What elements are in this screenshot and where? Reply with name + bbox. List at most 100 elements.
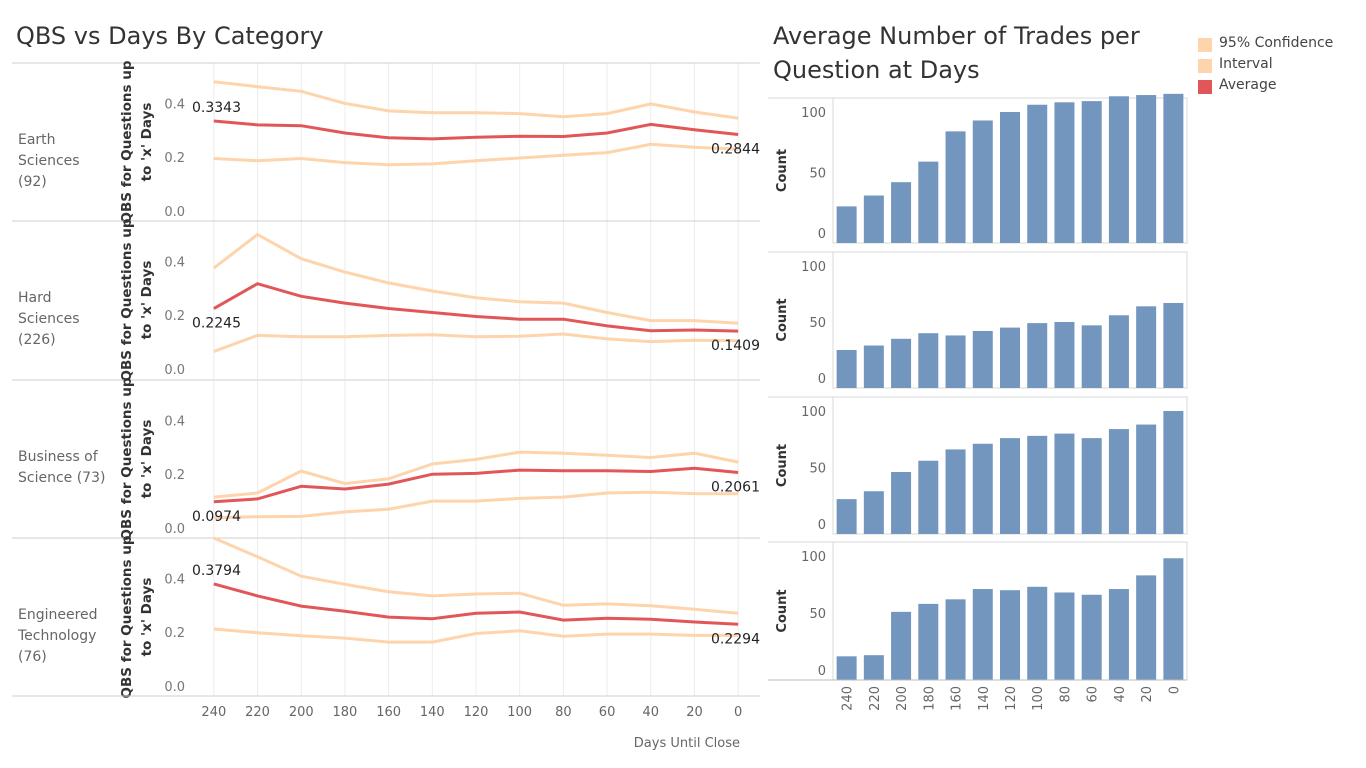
y-tick-label: 50: [809, 462, 826, 477]
category-line: Earth: [18, 132, 56, 148]
start-value-label: 0.3343: [192, 100, 241, 116]
y-tick-label: 0.0: [164, 522, 185, 537]
bar: [1136, 306, 1157, 388]
x-tick-label: 80: [1058, 686, 1073, 703]
bar: [836, 656, 857, 680]
bar: [1054, 433, 1075, 534]
category-line: Hard: [18, 290, 52, 306]
y-axis-title: to 'x' Days: [139, 261, 155, 340]
bar: [1108, 589, 1129, 680]
end-value-label: 0.2844: [711, 141, 760, 157]
bar: [945, 131, 966, 243]
bar: [1108, 96, 1129, 244]
y-axis-title: to 'x' Days: [139, 578, 155, 657]
x-tick-label: 120: [464, 705, 489, 720]
bar: [891, 182, 912, 243]
category-label-business-of-science: Business of Science (73): [18, 447, 118, 489]
y-tick-label: 0.0: [164, 680, 185, 695]
end-value-label: 0.2061: [711, 480, 760, 496]
average-line: [213, 282, 739, 333]
bar: [972, 330, 993, 388]
category-line: (92): [18, 174, 47, 190]
lower-ci-line: [213, 142, 739, 167]
x-tick-label: 100: [1031, 686, 1046, 711]
lower-ci-line: [213, 490, 739, 520]
y-axis-title: Count: [775, 444, 790, 487]
bar: [1163, 558, 1184, 680]
category-line: (226): [18, 332, 56, 348]
x-tick-label: 80: [555, 705, 572, 720]
bar: [1136, 95, 1157, 243]
qbs-panel: 0.0 0.2 0.4 QBS for Questions up to 'x' Days…: [12, 377, 760, 540]
bar: [1054, 592, 1075, 680]
bar: [1163, 411, 1184, 534]
bar: [891, 611, 912, 680]
x-tick-label: 0: [734, 705, 742, 720]
y-tick-label: 0: [818, 372, 826, 387]
y-tick-label: 0.4: [164, 97, 185, 112]
x-tick-label: 20: [1140, 686, 1155, 703]
x-tick-label: 160: [376, 705, 401, 720]
x-tick-label: 20: [686, 705, 703, 720]
category-line: (76): [18, 649, 47, 665]
y-axis-title: Count: [775, 298, 790, 341]
qbs-panel: 0.0 0.2 0.4 QBS for Questions up to 'x' Days…: [12, 535, 760, 698]
x-tick-label: 140: [977, 686, 992, 711]
y-tick-label: 100: [801, 550, 826, 565]
category-line: Technology: [18, 628, 97, 644]
bar: [918, 603, 939, 680]
y-tick-label: 50: [809, 607, 826, 622]
bar: [836, 350, 857, 388]
bar: [918, 161, 939, 243]
y-axis-title: QBS for Questions up: [119, 377, 135, 540]
bar: [1027, 586, 1048, 680]
y-tick-label: 0.2: [164, 151, 185, 166]
x-tick-label: 0: [1167, 686, 1182, 694]
bar: [1000, 112, 1020, 243]
category-label-earth-sciences: Earth Sciences (92): [18, 130, 118, 193]
bar: [1081, 101, 1102, 243]
bar: [1081, 325, 1102, 388]
end-value-label: 0.1409: [711, 338, 760, 354]
legend-swatch: [1198, 80, 1212, 94]
start-value-label: 0.2245: [192, 316, 241, 332]
x-tick-label: 220: [868, 686, 883, 711]
y-tick-label: 0.4: [164, 255, 185, 270]
category-line: Business of: [18, 449, 98, 465]
y-tick-label: 0.4: [164, 414, 185, 429]
y-axis-title: QBS for Questions up: [119, 535, 135, 698]
x-tick-label: 180: [922, 686, 937, 711]
upper-ci-line: [212, 232, 739, 325]
category-line: Engineered: [18, 607, 98, 623]
x-tick-label: 120: [1004, 686, 1019, 711]
y-tick-label: 0: [818, 227, 826, 242]
upper-ci-line: [213, 450, 739, 499]
trades-panel: 0 50 100 Count: [768, 541, 1188, 681]
y-tick-label: 0.0: [164, 205, 185, 220]
y-tick-label: 50: [809, 167, 826, 182]
upper-ci-line: [213, 80, 739, 120]
lower-ci-line: [213, 332, 739, 353]
category-line: Sciences: [18, 311, 80, 327]
bar: [863, 655, 884, 680]
bar: [863, 345, 884, 388]
bar: [1108, 429, 1129, 534]
legend-swatch: [1198, 59, 1212, 73]
x-tick-label: 100: [507, 705, 532, 720]
bar: [891, 472, 912, 534]
bar: [1163, 93, 1184, 243]
y-tick-label: 0.2: [164, 309, 185, 324]
upper-ci-line: [213, 536, 739, 615]
bar: [1081, 438, 1102, 534]
y-axis-title: QBS for Questions up: [119, 218, 135, 381]
category-line: Science (73): [18, 470, 106, 486]
left-chart-title: QBS vs Days By Category: [16, 22, 324, 50]
bar: [1027, 323, 1048, 388]
y-axis-title: Count: [775, 149, 790, 192]
bar: [972, 443, 993, 534]
average-line: [213, 582, 739, 626]
bar: [1000, 438, 1020, 534]
y-tick-label: 100: [801, 260, 826, 275]
bar: [1000, 590, 1020, 680]
